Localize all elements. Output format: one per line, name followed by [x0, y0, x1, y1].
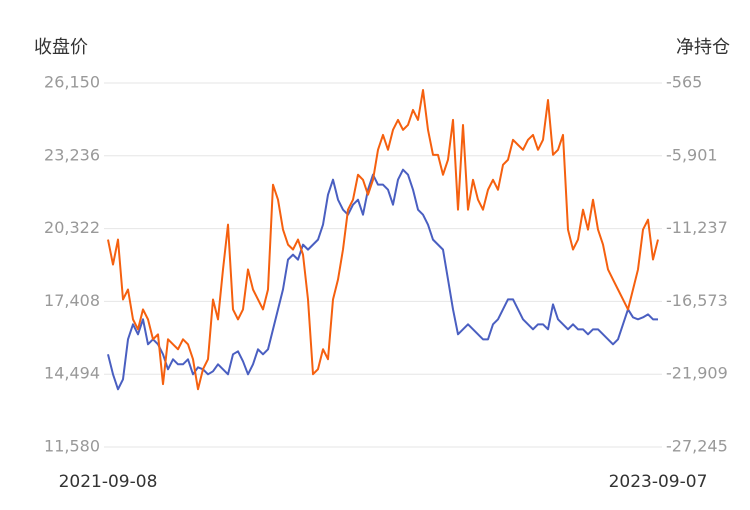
y2-tick-label: -27,245 [666, 437, 728, 456]
y2-axis-title: 净持仓 [676, 37, 730, 58]
y2-tick-label: -565 [666, 73, 702, 92]
y2-tick-label: -21,909 [666, 364, 728, 383]
y2-tick-label: -16,573 [666, 291, 728, 310]
y-tick-label: 23,236 [44, 145, 100, 164]
y-tick-label: 20,322 [44, 218, 100, 237]
y-tick-label: 14,494 [44, 364, 100, 383]
y2-tick-label: -11,237 [666, 218, 728, 237]
x-tick-label: 2021-09-08 [59, 472, 158, 492]
y2-tick-label: -5,901 [666, 145, 718, 164]
x-tick-label: 2023-09-07 [609, 472, 708, 492]
y-tick-label: 26,150 [44, 73, 100, 92]
y-tick-label: 11,580 [44, 437, 100, 456]
line [107, 89, 659, 391]
y-axis-title: 收盘价 [34, 37, 88, 58]
line [107, 168, 658, 391]
y-tick-label: 17,408 [44, 291, 100, 310]
